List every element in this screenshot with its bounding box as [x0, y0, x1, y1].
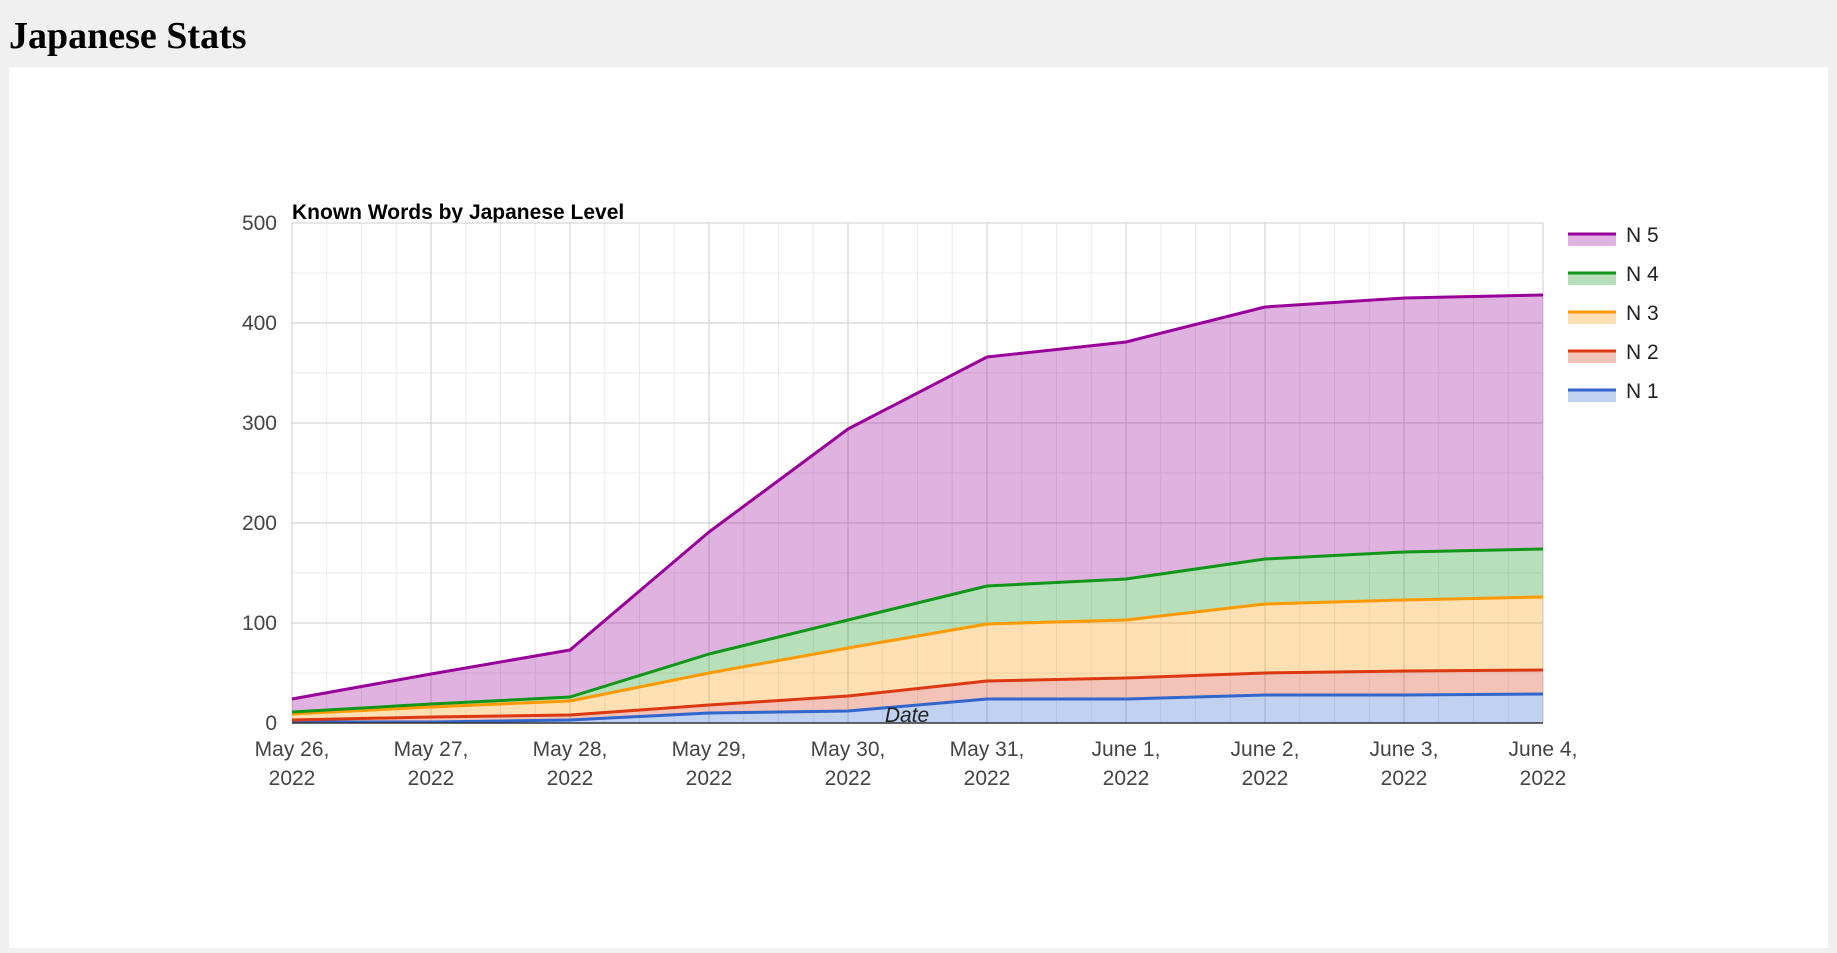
legend-item-n1[interactable]: N 1 [1568, 380, 1659, 403]
line-n5 [291, 293, 1544, 701]
line-n4 [291, 547, 1544, 714]
chart-title: Known Words by Japanese Level [292, 201, 624, 224]
chart-lines [291, 293, 1544, 724]
chart-gridlines [291, 222, 1544, 724]
legend-item-n4[interactable]: N 4 [1568, 263, 1659, 286]
legend-label: N 5 [1626, 224, 1659, 247]
legend-swatch [1568, 390, 1616, 402]
x-tick-label: June 4, 2022 [1509, 738, 1578, 790]
y-tick-label: 0 [265, 712, 277, 735]
chart-panel: Known Words by Japanese Level 0 100 200 300… [9, 67, 1828, 948]
area-n5 [292, 295, 1543, 712]
x-tick-label: June 2, 2022 [1231, 738, 1300, 790]
legend-label: N 2 [1626, 341, 1659, 364]
legend-item-n3[interactable]: N 3 [1568, 302, 1659, 325]
legend-label: N 1 [1626, 380, 1659, 403]
y-tick-label: 300 [242, 412, 277, 435]
y-tick-label: 100 [242, 612, 277, 635]
chart-areas [292, 295, 1543, 723]
x-tick-label: June 1, 2022 [1092, 738, 1161, 790]
legend-label: N 4 [1626, 263, 1659, 286]
x-tick-label: May 27, 2022 [394, 738, 469, 790]
area-n1 [292, 694, 1543, 723]
y-axis: 0 100 200 300 400 500 [242, 212, 277, 735]
area-n3 [292, 597, 1543, 720]
x-axis: May 26, 2022 May 27, 2022 May 28, 2022 May 29,… [255, 738, 1578, 790]
x-tick-label: May 29, 2022 [672, 738, 747, 790]
line-n2 [291, 668, 1544, 722]
stacked-area-chart: Known Words by Japanese Level 0 100 200 300… [242, 201, 1659, 790]
y-tick-label: 200 [242, 512, 277, 535]
legend-swatch [1568, 234, 1616, 246]
legend-swatch [1568, 273, 1616, 285]
area-n4 [292, 549, 1543, 714]
line-n1 [292, 692, 1544, 724]
page-title: Japanese Stats [9, 15, 247, 57]
x-tick-label: May 30, 2022 [811, 738, 886, 790]
y-tick-label: 400 [242, 312, 277, 335]
x-tick-label: June 3, 2022 [1370, 738, 1439, 790]
x-tick-label: May 28, 2022 [533, 738, 608, 790]
legend-swatch [1568, 351, 1616, 363]
legend-label: N 3 [1626, 302, 1659, 325]
x-tick-label: May 31, 2022 [950, 738, 1025, 790]
x-tick-label: May 26, 2022 [255, 738, 330, 790]
legend-item-n2[interactable]: N 2 [1568, 341, 1659, 364]
legend-item-n5[interactable]: N 5 [1568, 224, 1659, 247]
y-tick-label: 500 [242, 212, 277, 235]
line-n3 [291, 595, 1544, 716]
legend[interactable]: N 5 N 4 N 3 N 2 N 1 [1568, 224, 1659, 403]
area-n2 [292, 670, 1543, 722]
x-axis-title: Date [885, 704, 929, 727]
legend-swatch [1568, 312, 1616, 324]
